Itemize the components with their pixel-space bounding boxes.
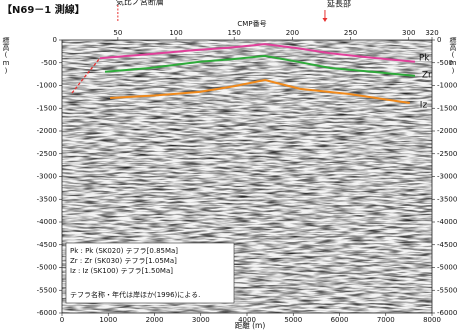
y-tick-label-right: -4500 <box>437 241 457 249</box>
horizon-line <box>104 54 415 77</box>
x2-tick-label: 300 <box>402 29 415 37</box>
y-tick-label: -3000 <box>37 173 57 181</box>
legend-entry: Zr : Zr (SK030) テフラ[1.05Ma] <box>70 257 177 265</box>
x2-axis-label: CMP番号 <box>237 20 266 28</box>
horizon-label: Pk <box>419 53 430 63</box>
x-tick-label: 7000 <box>377 316 395 324</box>
x-tick-label: 2000 <box>146 316 164 324</box>
x-tick-label: 1000 <box>99 316 117 324</box>
y-tick-label: -2500 <box>37 150 57 158</box>
annotation: 延長部 <box>327 0 351 9</box>
y-tick-label: -6000 <box>37 309 57 317</box>
y-tick-label: -4000 <box>37 218 57 226</box>
y-tick-label-right: -1500 <box>437 104 457 112</box>
horizon-line <box>99 43 415 63</box>
x-axis-label: 距離 (m) <box>235 320 266 330</box>
y-tick-label: -5000 <box>37 264 57 272</box>
y-tick-label: 0 <box>53 36 57 44</box>
y-axis-label-right: 標高(m) <box>449 37 457 75</box>
y-tick-label-right: -5500 <box>437 286 457 294</box>
x2-tick-label: 320 <box>425 29 438 37</box>
y-tick-label-right: -500 <box>437 59 453 67</box>
y-tick-label-right: -3500 <box>437 195 457 203</box>
y-tick-label: -5500 <box>37 286 57 294</box>
x2-tick-label: 50 <box>113 29 122 37</box>
y-tick-label-right: -1000 <box>437 82 457 90</box>
y-tick-label-right: -3000 <box>437 173 457 181</box>
horizon-label: Zr <box>422 70 432 80</box>
y-tick-label: -1000 <box>37 82 57 90</box>
y-tick-label-right: -2500 <box>437 150 457 158</box>
chart-title: 【N69－1 測線】 <box>2 3 85 16</box>
y-tick-label: -2000 <box>37 127 57 135</box>
y-tick-label-right: -5000 <box>437 264 457 272</box>
x-tick-label: 4000 <box>238 316 256 324</box>
x-tick-label: 5000 <box>284 316 302 324</box>
legend-entry: Pk : Pk (SK020) テフラ[0.85Ma] <box>70 247 178 255</box>
x-tick-label: 0 <box>60 316 64 324</box>
y-tick-label: -1500 <box>37 104 57 112</box>
y-tick-label: -4500 <box>37 241 57 249</box>
y-axis-label: 標高(m) <box>2 37 10 75</box>
annotation: 気比ノ宮断層 <box>116 0 164 7</box>
horizon-label: Iz <box>420 101 428 111</box>
x2-tick-label: 250 <box>344 29 357 37</box>
arrow-head <box>322 18 328 22</box>
legend-note: テフラ名称・年代は岸ほか(1996)による. <box>70 290 200 299</box>
x-tick-label: 8000 <box>423 316 441 324</box>
y-tick-label: -3500 <box>37 195 57 203</box>
y-tick-label-right: 0 <box>437 36 441 44</box>
x2-tick-label: 100 <box>169 29 182 37</box>
y-tick-label-right: -4000 <box>437 218 457 226</box>
x-tick-label: 3000 <box>192 316 210 324</box>
legend-entry: Iz : Iz (SK100) テフラ[1.50Ma] <box>70 267 173 275</box>
legend-box <box>65 242 235 304</box>
x2-tick-label: 200 <box>286 29 299 37</box>
x-tick-label: 6000 <box>331 316 349 324</box>
y-tick-label-right: -2000 <box>437 127 457 135</box>
x2-tick-label: 150 <box>228 29 241 37</box>
horizon-line <box>110 78 410 104</box>
y-tick-label-right: -6000 <box>437 309 457 317</box>
legend: Pk : Pk (SK020) テフラ[0.85Ma] Zr : Zr (SK03… <box>65 242 235 304</box>
fault-line <box>71 57 101 94</box>
y-tick-label: -500 <box>41 59 57 67</box>
